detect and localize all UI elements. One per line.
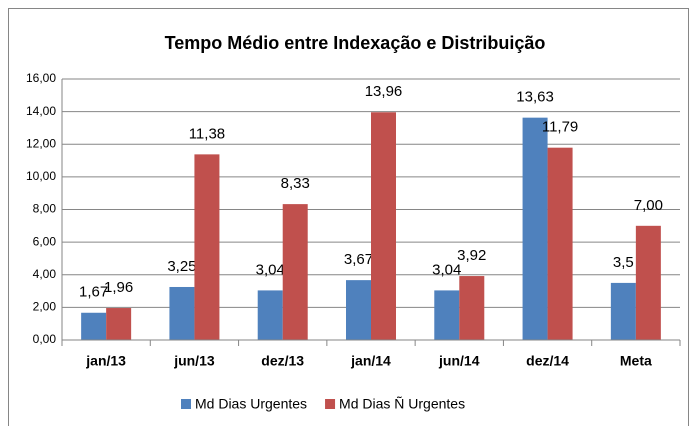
chart-frame: [8, 8, 689, 426]
value-label: 3,25: [167, 258, 196, 275]
value-label: 1,67: [79, 284, 108, 301]
bar: [282, 204, 308, 340]
y-tick-label: 6,00: [33, 234, 57, 248]
bar: [169, 286, 195, 340]
bar: [635, 225, 661, 340]
value-label: 8,33: [281, 175, 310, 192]
y-tick-label: 2,00: [33, 300, 57, 314]
value-label: 11,79: [542, 119, 578, 136]
value-label: 3,5: [613, 254, 634, 271]
y-tick-label: 12,00: [26, 136, 56, 150]
legend-swatch: [325, 399, 336, 409]
x-tick-label: jun/13: [173, 353, 215, 369]
bar: [81, 312, 107, 340]
y-tick-label: 14,00: [26, 104, 56, 118]
legend-label: Md Dias Urgentes: [195, 396, 307, 412]
y-tick-label: 4,00: [33, 267, 57, 281]
bar: [434, 290, 460, 340]
bar: [346, 280, 371, 340]
value-label: 3,04: [256, 261, 285, 278]
x-tick-label: dez/13: [261, 353, 304, 369]
value-label: 13,63: [516, 89, 554, 106]
value-label: 7,00: [634, 197, 663, 214]
x-tick-label: dez/14: [526, 353, 569, 369]
bar: [194, 154, 220, 340]
value-label: 11,38: [189, 125, 225, 142]
y-tick-label: 16,00: [26, 71, 56, 85]
bar: [547, 147, 573, 340]
value-label: 13,96: [365, 83, 403, 100]
bar: [371, 112, 396, 340]
y-tick-label: 0,00: [33, 332, 57, 346]
value-label: 3,92: [457, 247, 486, 264]
bar: [522, 117, 548, 341]
bar: [610, 282, 636, 340]
value-label: 1,96: [104, 279, 133, 296]
legend-swatch: [181, 399, 191, 409]
bar: [106, 308, 132, 340]
x-tick-label: jan/13: [85, 353, 126, 369]
value-label: 3,67: [344, 251, 373, 268]
x-tick-label: jun/14: [438, 353, 480, 369]
bar: [257, 290, 283, 340]
chart-title: Tempo Médio entre Indexação e Distribuiç…: [165, 33, 546, 53]
y-tick-label: 8,00: [33, 202, 57, 216]
value-label: 3,04: [432, 261, 461, 278]
x-tick-label: jan/14: [350, 353, 391, 369]
x-tick-label: Meta: [620, 353, 652, 369]
y-tick-label: 10,00: [26, 169, 56, 183]
legend-label: Md Dias Ñ Urgentes: [339, 396, 465, 412]
bar: [459, 276, 485, 340]
